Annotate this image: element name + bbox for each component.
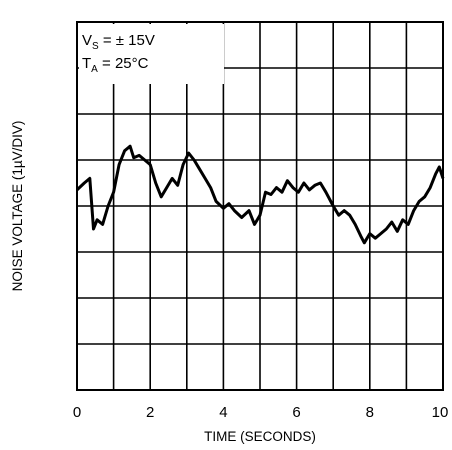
condition-supply-voltage: VS = ± 15V xyxy=(82,32,155,52)
y-axis-label: NOISE VOLTAGE (1µV/DIV) xyxy=(10,121,25,292)
x-tick-label: 6 xyxy=(292,404,300,421)
noise-series xyxy=(75,144,445,245)
x-tick-label: 10 xyxy=(432,404,449,421)
x-tick-label: 4 xyxy=(219,404,227,421)
condition-ambient-temp: TA = 25°C xyxy=(82,55,149,75)
noise-trace-line xyxy=(75,144,445,245)
x-tick-label: 2 xyxy=(146,404,154,421)
x-tick-label: 8 xyxy=(366,404,374,421)
x-axis-label: TIME (SECONDS) xyxy=(204,429,316,444)
grid xyxy=(77,22,443,390)
x-tick-label: 0 xyxy=(73,404,81,421)
x-tick-labels: 0 2 4 6 8 10 xyxy=(73,404,449,421)
conditions-box-bg xyxy=(79,24,224,84)
